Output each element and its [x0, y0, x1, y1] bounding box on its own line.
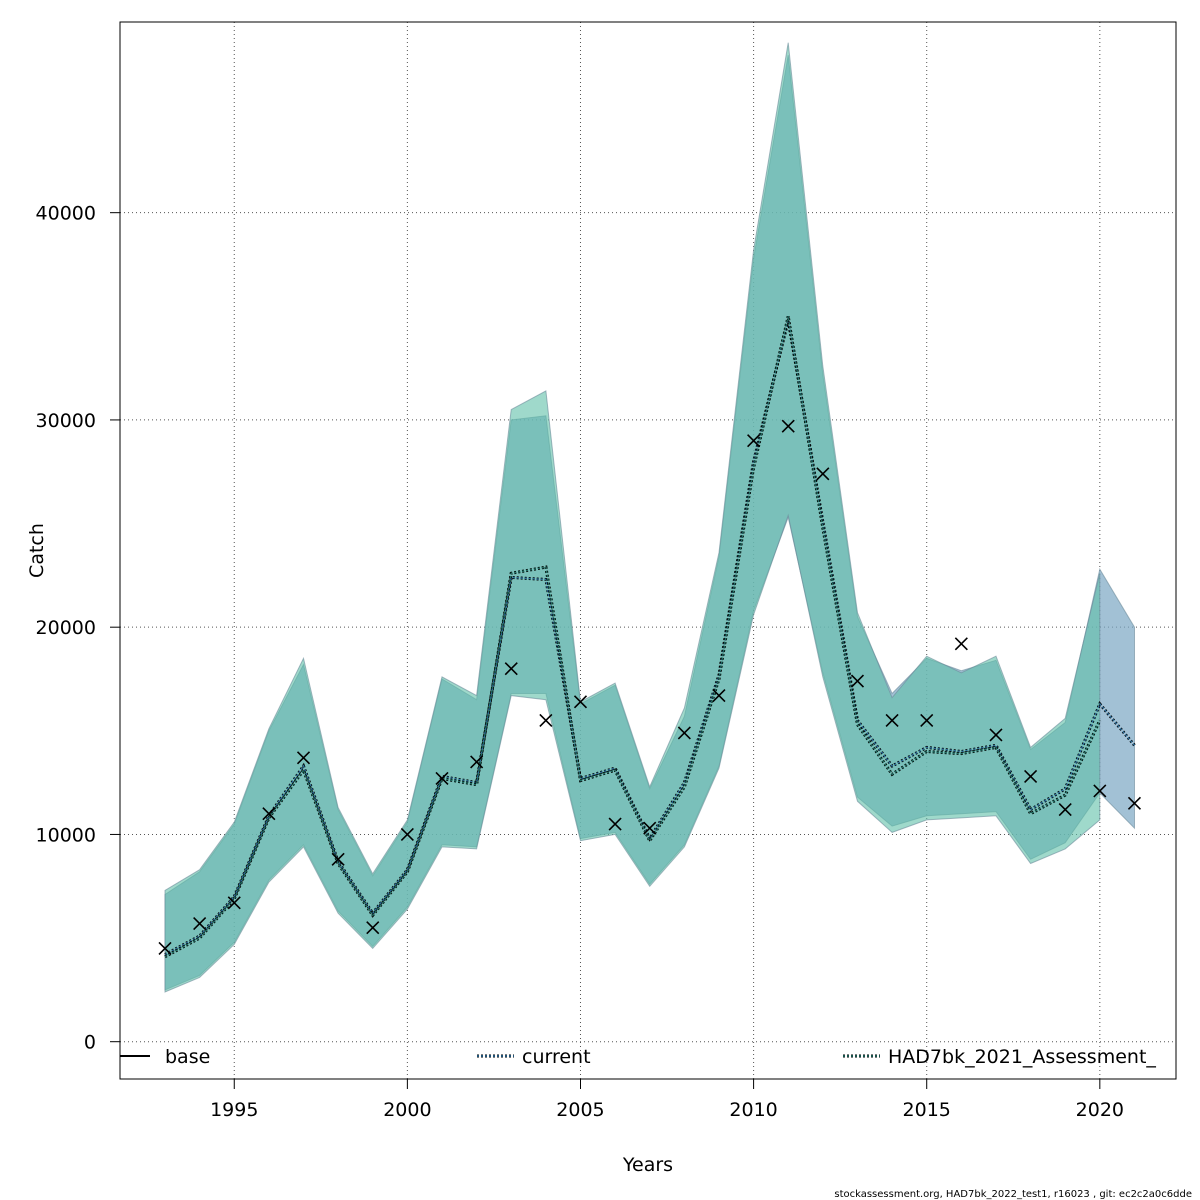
observed-point-2008	[677, 726, 691, 740]
observed-point-2021	[1127, 796, 1142, 810]
y-tick-label-20000: 20000	[36, 617, 96, 639]
observed-point-2020	[1093, 784, 1107, 798]
observed-point-2011	[781, 419, 795, 433]
y-tick-label-10000: 10000	[36, 824, 96, 846]
observed-point-2009	[712, 689, 726, 703]
observed-point-1998	[331, 852, 345, 866]
y-tick-label-0: 0	[84, 1032, 96, 1054]
legend: base current HAD7bk_2021_Assessment_	[120, 1046, 1156, 1068]
x-tick-label-2000: 2000	[383, 1099, 431, 1121]
observed-point-2005	[573, 695, 588, 709]
observed-point-2004	[539, 713, 553, 728]
axis-ticks: 1995 2000 2005 2010 2015 2020 0 10000 20000 30000…	[36, 203, 1124, 1121]
x-tick-label-2005: 2005	[556, 1099, 604, 1121]
observed-point-2002	[470, 755, 484, 769]
observed-point-2012	[816, 467, 830, 481]
observed-point-2006	[608, 817, 622, 831]
x-tick-label-2015: 2015	[903, 1099, 951, 1121]
x-tick-label-1995: 1995	[210, 1099, 258, 1121]
y-axis-title: Catch	[26, 523, 48, 578]
legend-label-0: base	[165, 1046, 210, 1068]
observed-point-2018	[1024, 769, 1038, 783]
x-axis-title: Years	[622, 1154, 673, 1176]
observed-point-2001	[435, 771, 449, 786]
grid	[120, 22, 1176, 1079]
observed-point-2014	[885, 713, 899, 728]
plot-frame	[119, 21, 1177, 1080]
observed-point-2007	[643, 821, 657, 835]
observed-point-1995	[227, 896, 241, 910]
observed-point-1993	[158, 941, 172, 955]
x-tick-label-2020: 2020	[1076, 1099, 1124, 1121]
observed-point-2013	[850, 674, 865, 688]
observed-point-1994	[193, 916, 207, 931]
observed-point-2016	[954, 637, 968, 651]
observed-point-2019	[1058, 803, 1072, 817]
observed-point-2015	[920, 713, 934, 728]
y-tick-label-40000: 40000	[36, 203, 96, 225]
confidence-bands	[164, 42, 1135, 993]
x-tick-label-2010: 2010	[729, 1099, 777, 1121]
observed-point-2003	[504, 662, 518, 676]
observed-point-1996	[262, 807, 276, 821]
legend-label-1: current	[522, 1046, 591, 1068]
legend-label-2: HAD7bk_2021_Assessment_	[888, 1046, 1156, 1068]
observed-points	[158, 419, 1142, 955]
series-lines	[164, 315, 1136, 959]
confidence-band-assessment	[164, 42, 1101, 993]
observed-point-2000	[400, 827, 414, 842]
observed-point-1997	[296, 751, 311, 765]
observed-point-2017	[989, 728, 1003, 742]
observed-point-1999	[366, 921, 380, 935]
y-tick-label-30000: 30000	[36, 410, 96, 432]
footer-credit: stockassessment.org, HAD7bk_2022_test1, …	[834, 1189, 1192, 1200]
series-line-assessment	[164, 316, 1101, 958]
observed-point-2010	[747, 434, 761, 448]
